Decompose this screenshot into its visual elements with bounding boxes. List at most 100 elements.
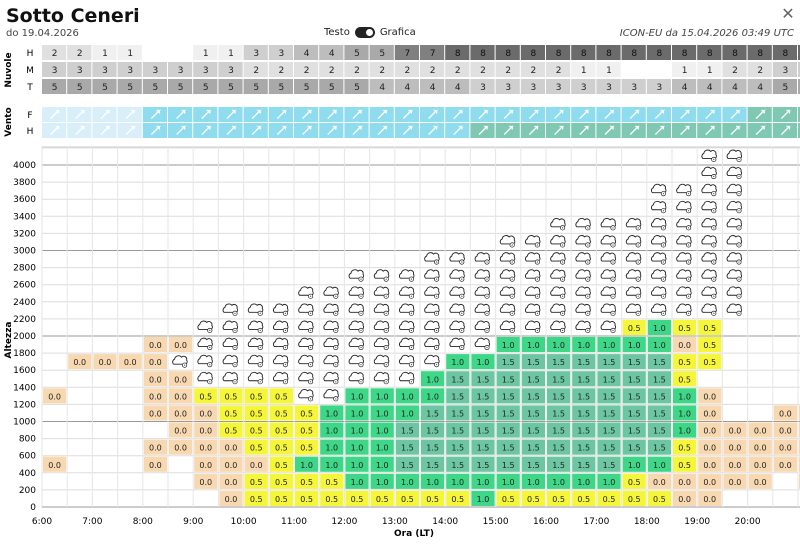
- svg-text:7: 7: [430, 49, 436, 59]
- wind-cell: [722, 123, 747, 138]
- cloud-icon: [726, 183, 743, 197]
- lift-cell: 1.0: [521, 337, 545, 353]
- svg-text:3: 3: [783, 66, 789, 76]
- cloud-icon: [499, 286, 516, 299]
- model-info: ICON-EU da 15.04.2026 03:49 UTC: [619, 28, 794, 39]
- svg-text:1.5: 1.5: [527, 461, 540, 470]
- lift-cell: 0.0: [723, 473, 747, 489]
- cloud-cell: [646, 62, 671, 77]
- cloud-icon: [651, 252, 667, 265]
- svg-text:0.5: 0.5: [451, 495, 464, 504]
- wind-cell: [621, 107, 646, 122]
- cloud-icon: [298, 320, 314, 334]
- cloud-icon: [499, 269, 516, 282]
- lift-cell: 1.0: [471, 490, 495, 506]
- cloud-icon: [499, 235, 516, 248]
- cloud-icon: [247, 354, 264, 368]
- cloud-cell: 4: [697, 79, 722, 94]
- svg-text:8: 8: [606, 49, 612, 59]
- wind-arrow-icon: [226, 125, 237, 135]
- svg-text:5: 5: [354, 83, 360, 93]
- cloud-cell: 1: [193, 45, 218, 60]
- svg-text:3: 3: [102, 66, 108, 76]
- lift-cell: 1.0: [370, 473, 394, 489]
- svg-text:0.5: 0.5: [300, 495, 313, 504]
- cloud-cell: 5: [294, 79, 319, 94]
- svg-text:0.5: 0.5: [653, 495, 666, 504]
- cloud-icon: [373, 337, 390, 351]
- wind-arrow-icon: [276, 109, 287, 119]
- y-tick-label: 3800: [13, 178, 36, 188]
- lift-cell: 1.5: [421, 439, 445, 455]
- cloud-cell: 5: [42, 79, 67, 94]
- svg-text:2: 2: [531, 66, 537, 76]
- cloud-icon: [525, 235, 541, 248]
- svg-text:1.5: 1.5: [401, 461, 414, 470]
- cloud-cell: 4: [722, 79, 747, 94]
- lift-cell: 0.5: [622, 319, 646, 335]
- wind-arrow-icon: [150, 109, 161, 119]
- view-toggle[interactable]: Testo Grafica: [324, 27, 416, 38]
- svg-text:4: 4: [405, 83, 411, 93]
- wind-arrow-icon: [428, 125, 439, 135]
- svg-text:0.0: 0.0: [149, 358, 162, 367]
- y-tick-label: 2600: [13, 281, 36, 291]
- lift-cell: 0.5: [320, 473, 344, 489]
- x-tick-label: 8:00: [133, 517, 153, 527]
- lift-cell: 1.0: [521, 473, 545, 489]
- close-icon[interactable]: ✕: [781, 4, 795, 23]
- lift-cell: 1.5: [622, 422, 646, 438]
- svg-text:0.0: 0.0: [225, 444, 238, 453]
- cloud-icon: [625, 252, 642, 265]
- svg-text:1.5: 1.5: [527, 409, 540, 418]
- wind-arrow-icon: [554, 109, 565, 119]
- view-switch[interactable]: [354, 27, 375, 38]
- lift-cell: 1.0: [320, 439, 344, 455]
- svg-text:1.5: 1.5: [426, 461, 439, 470]
- cloud-cell: [142, 45, 167, 60]
- svg-text:0.0: 0.0: [149, 341, 162, 350]
- cloud-cell: 1: [117, 45, 142, 60]
- lift-cell: 0.0: [773, 439, 797, 455]
- cloud-icon: [600, 235, 617, 248]
- lift-cell: 0.0: [219, 473, 243, 489]
- cloud-icon: [323, 371, 339, 385]
- svg-text:0.5: 0.5: [300, 478, 313, 487]
- clouds-section-label: Nuvole: [4, 52, 14, 87]
- cloud-icon: [651, 200, 667, 214]
- wind-arrow-icon: [50, 109, 61, 119]
- toggle-text-label[interactable]: Testo: [324, 27, 350, 38]
- chart-column: 0.0 0.0 0.0 0.0 0.5 0.5 0.5: [219, 303, 243, 506]
- lift-cell: 0.0: [698, 490, 722, 506]
- lift-cell: 1.0: [395, 405, 419, 421]
- x-tick-label: 13:00: [382, 517, 408, 527]
- svg-text:1.0: 1.0: [678, 392, 691, 401]
- svg-text:0.0: 0.0: [149, 444, 162, 453]
- svg-text:1.5: 1.5: [527, 427, 540, 436]
- svg-text:3: 3: [657, 83, 663, 93]
- wind-cell: [369, 107, 394, 122]
- svg-text:1.0: 1.0: [300, 461, 313, 470]
- svg-text:5: 5: [52, 83, 58, 93]
- wind-cell: [268, 123, 293, 138]
- x-tick-label: 9:00: [183, 517, 203, 527]
- svg-text:1.5: 1.5: [426, 409, 439, 418]
- wind-cell: [319, 123, 344, 138]
- svg-text:3: 3: [228, 66, 234, 76]
- svg-text:2: 2: [279, 66, 285, 76]
- svg-text:1.5: 1.5: [477, 427, 490, 436]
- svg-text:4: 4: [707, 83, 713, 93]
- cloud-icon: [474, 269, 491, 282]
- svg-text:1.5: 1.5: [426, 444, 439, 453]
- svg-text:0.5: 0.5: [527, 495, 540, 504]
- svg-text:5: 5: [178, 83, 184, 93]
- wind-cell: [445, 107, 470, 122]
- svg-text:0.0: 0.0: [754, 444, 767, 453]
- lift-cell: 0.0: [647, 473, 671, 489]
- cloud-cell: 5: [798, 79, 800, 94]
- wind-arrow-icon: [680, 109, 691, 119]
- toggle-graphic-label[interactable]: Grafica: [379, 27, 416, 38]
- lift-cell: 0.5: [244, 388, 268, 404]
- chart-column: 0.0 0.0 0.0 0.0: [748, 422, 772, 489]
- svg-text:3: 3: [153, 66, 159, 76]
